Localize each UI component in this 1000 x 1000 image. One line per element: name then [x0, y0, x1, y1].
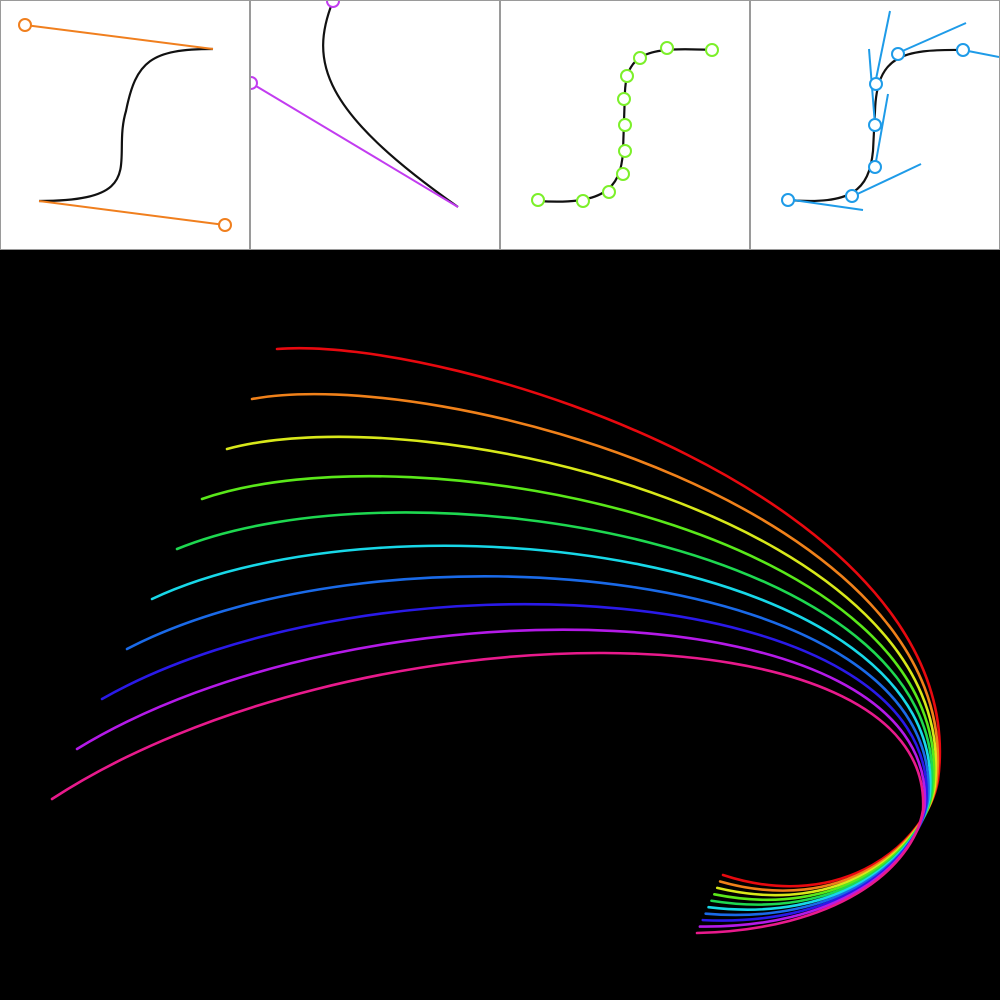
tangent-handle-panel[interactable]	[250, 0, 500, 250]
preview-panel-row	[0, 0, 1000, 250]
tangent-point[interactable]	[956, 43, 970, 57]
bezier-handles-panel[interactable]	[0, 0, 250, 250]
rainbow-curves-figure	[50, 346, 942, 935]
tangent-handle-line	[251, 82, 459, 208]
sample-point-group	[531, 41, 719, 208]
rainbow-curve	[200, 474, 936, 901]
tangent-line	[792, 199, 864, 211]
tangent-lines-figure	[781, 10, 999, 211]
tangent-line	[874, 93, 889, 168]
rainbow-curve	[100, 602, 928, 922]
rainbow-curve	[50, 651, 925, 935]
rainbow-curve	[150, 544, 932, 911]
rainbow-curve	[125, 575, 930, 917]
rainbow-curve	[250, 392, 940, 892]
sample-points-figure	[531, 41, 719, 208]
tangent-point[interactable]	[891, 47, 905, 61]
arc-curve	[322, 1, 459, 208]
tangent-point-group	[781, 43, 970, 207]
s-curve	[38, 47, 214, 203]
sample-point[interactable]	[602, 185, 616, 199]
sample-point[interactable]	[616, 167, 630, 181]
tangent-point[interactable]	[845, 189, 859, 203]
sample-point[interactable]	[705, 43, 719, 57]
sample-point[interactable]	[576, 194, 590, 208]
tangent-point[interactable]	[868, 118, 882, 132]
sample-point[interactable]	[531, 193, 545, 207]
tangent-point[interactable]	[781, 193, 795, 207]
rainbow-curve	[175, 511, 934, 906]
tangent-line-group	[792, 10, 999, 211]
sample-point[interactable]	[620, 69, 634, 83]
bottom-handle-point[interactable]	[218, 218, 232, 232]
sample-point[interactable]	[660, 41, 674, 55]
tangent-line	[850, 163, 922, 198]
top-handle-point[interactable]	[18, 18, 32, 32]
sample-point[interactable]	[617, 92, 631, 106]
tangent-handle-point[interactable]	[251, 76, 258, 90]
curve-start-point[interactable]	[326, 1, 340, 8]
rainbow-curve	[75, 628, 927, 928]
sample-point[interactable]	[633, 51, 647, 65]
rainbow-canvas[interactable]	[0, 250, 1000, 1000]
top-handle-line	[24, 24, 214, 50]
bezier-handles-figure	[18, 18, 232, 232]
sample-points-panel[interactable]	[500, 0, 750, 250]
tangent-handle-figure	[251, 1, 459, 208]
tangent-point[interactable]	[868, 160, 882, 174]
rainbow-curve	[275, 346, 942, 888]
tangent-lines-panel[interactable]	[750, 0, 1000, 250]
sample-point[interactable]	[618, 144, 632, 158]
bottom-handle-line	[38, 200, 226, 226]
tangent-point[interactable]	[869, 77, 883, 91]
tangent-line	[897, 22, 967, 54]
sample-point[interactable]	[618, 118, 632, 132]
tangent-line	[874, 10, 891, 85]
rainbow-curve	[225, 435, 938, 897]
